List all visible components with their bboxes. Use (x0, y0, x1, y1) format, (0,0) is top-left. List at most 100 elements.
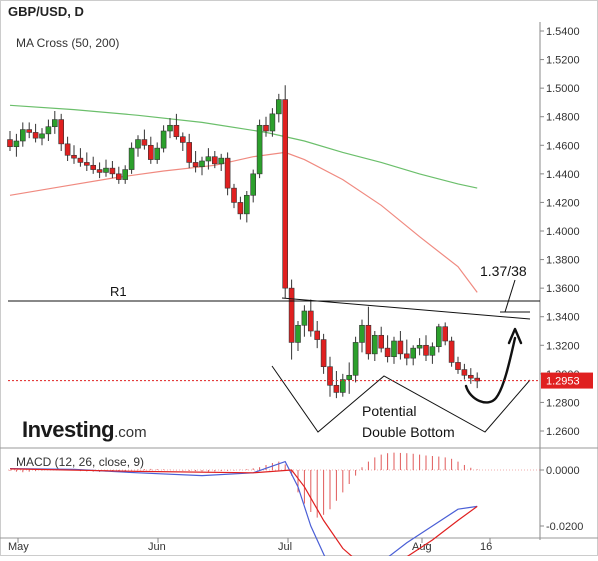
candle-body (269, 113, 276, 132)
candle-body (7, 139, 13, 148)
candle-body (301, 310, 308, 326)
price-tick-label: 1.5200 (546, 55, 580, 67)
candle-body (378, 334, 385, 349)
candle-body (19, 129, 26, 142)
candle-body (84, 162, 90, 166)
price-tick-label: 1.4200 (546, 197, 580, 209)
candle-body (244, 194, 250, 215)
candle-body (13, 140, 20, 148)
price-tick-label: 1.3400 (546, 312, 580, 324)
candle-body (256, 124, 263, 175)
x-tick-label: Jun (148, 541, 166, 553)
candle-body (77, 157, 84, 163)
candle-body (45, 126, 52, 135)
macd-tick-label: -0.0200 (546, 521, 583, 533)
price-tick-label: 1.5000 (546, 83, 580, 95)
candle-body (199, 160, 205, 168)
candle-body (231, 187, 237, 203)
candle-body (403, 353, 410, 359)
candle-body (96, 169, 103, 173)
candle-body (148, 144, 154, 160)
candle-body (410, 347, 417, 359)
candle-body (435, 326, 442, 348)
candle-body (391, 340, 397, 358)
candle-body (218, 157, 224, 165)
candle-body (359, 324, 365, 343)
candle-body (212, 156, 218, 165)
candle-body (167, 124, 173, 132)
candle-body (288, 287, 295, 343)
candle-body (71, 154, 77, 159)
current-price-label: 1.2953 (546, 376, 580, 388)
price-tick-label: 1.3600 (546, 283, 580, 295)
candle-body (116, 173, 122, 180)
pattern-label-line1: Potential (362, 403, 416, 419)
candle-body (58, 119, 65, 145)
candle-body (250, 173, 256, 196)
price-tick-label: 1.5400 (546, 26, 580, 38)
price-tick-label: 1.2800 (546, 397, 580, 409)
candle-body (295, 324, 301, 343)
price-tick-label: 1.3800 (546, 255, 580, 267)
candle-body (64, 143, 71, 156)
projection-arrow-head (507, 327, 523, 345)
descending-trendline (281, 297, 531, 320)
candle-body (352, 342, 359, 376)
x-tick-label: 16 (480, 541, 492, 553)
candle-body (365, 324, 372, 355)
projection-curve (464, 336, 517, 404)
candle-body (320, 339, 327, 368)
candle-body (205, 156, 212, 162)
candle-body (275, 99, 282, 115)
candle-body (122, 169, 128, 180)
logo-main: Investing (22, 417, 115, 442)
logo-suffix: .com (114, 424, 147, 441)
candle-body (173, 124, 180, 138)
candle-body (371, 334, 378, 355)
candle-body (192, 162, 199, 168)
candle-body (224, 157, 231, 189)
candle-body (282, 99, 289, 289)
chart-title: GBP/USD, D (8, 4, 84, 19)
price-tick-label: 1.3200 (546, 340, 580, 352)
price-tick-label: 1.2600 (546, 426, 580, 438)
candle-body (186, 142, 192, 163)
candle-body (461, 369, 468, 376)
candle-body (397, 340, 404, 355)
price-tick-label: 1.4000 (546, 226, 580, 238)
r1-label: R1 (110, 284, 127, 299)
candle-body (467, 374, 474, 379)
candle-body (180, 136, 186, 143)
x-tick-label: May (8, 541, 29, 553)
macd-tick-label: 0.0000 (546, 465, 580, 477)
macd-label: MACD (12, 26, close, 9) (16, 455, 145, 469)
candle-body (442, 326, 449, 342)
candle-body (307, 310, 314, 332)
candle-body (154, 147, 160, 160)
price-tick-label: 1.4400 (546, 169, 580, 181)
ma50-line (9, 151, 478, 293)
investing-logo: Investing.com (22, 417, 147, 443)
price-tick-label: 1.4800 (546, 112, 580, 124)
candle-body (135, 139, 141, 149)
candle-body (333, 384, 340, 393)
candle-body (51, 119, 58, 128)
candle-body (103, 167, 109, 173)
candle-body (32, 132, 39, 139)
candle-body (160, 130, 167, 149)
candle-body (26, 129, 33, 133)
candle-body (141, 139, 148, 146)
x-tick-label: Jul (278, 541, 292, 553)
ma-cross-label: MA Cross (50, 200) (16, 36, 120, 50)
candle-body (429, 346, 436, 356)
candle-body (128, 147, 135, 170)
candle-body (448, 340, 455, 363)
candle-body (237, 202, 244, 215)
candle-body (327, 366, 333, 386)
candle-body (109, 167, 116, 175)
candle-body (263, 124, 269, 132)
candle-body (90, 164, 96, 170)
double-bottom-pattern (271, 365, 531, 433)
candle-body (423, 344, 429, 356)
